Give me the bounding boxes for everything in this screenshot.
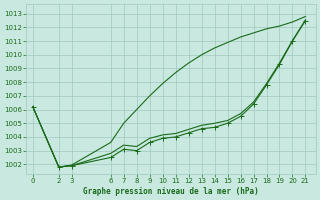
X-axis label: Graphe pression niveau de la mer (hPa): Graphe pression niveau de la mer (hPa)	[83, 187, 259, 196]
